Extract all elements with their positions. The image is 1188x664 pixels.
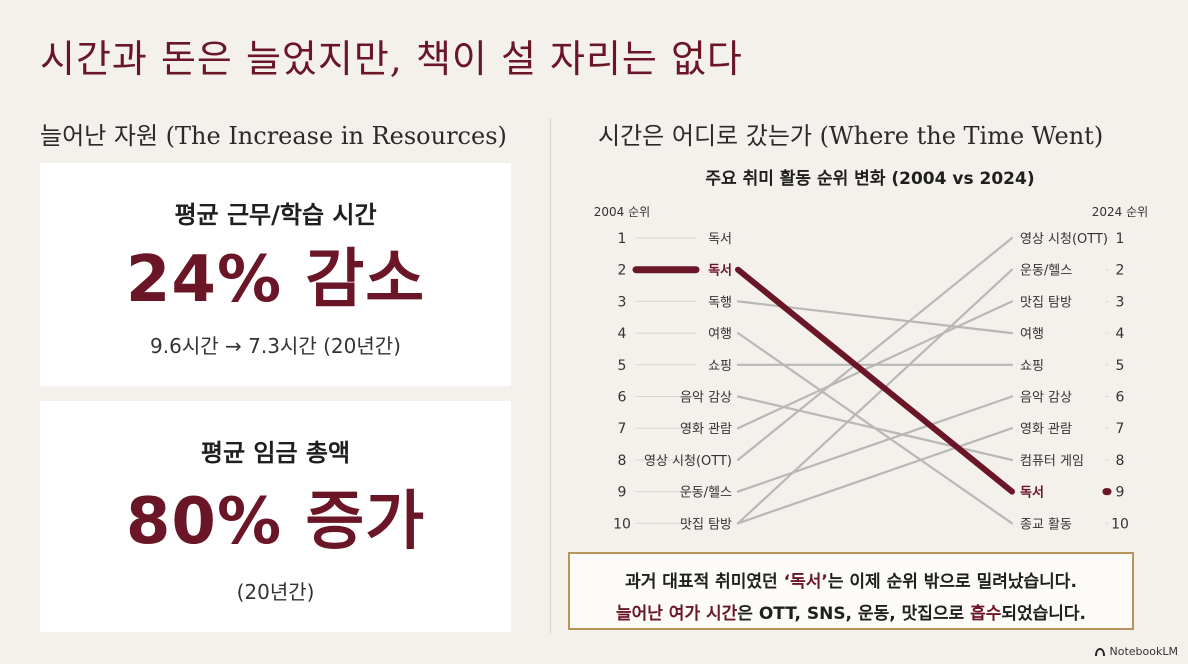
left-section-title: 늘어난 자원 (The Increase in Resources) <box>40 122 507 150</box>
right-axis-label: 2024 순위 <box>1092 205 1148 219</box>
wage-value: 80% 증가 <box>125 485 426 559</box>
right-rank-label: 맛집 탐방 <box>1020 295 1072 310</box>
right-rank-label: 영화 관람 <box>1020 422 1072 437</box>
highlight-rank-line <box>735 266 1015 495</box>
rank-line <box>736 395 1014 461</box>
rank-line <box>736 268 1014 525</box>
right-rank-label: 독서 <box>1020 486 1044 501</box>
right-rank-label: 음악 감상 <box>1020 391 1072 406</box>
note-line1-accent: ‘독서’ <box>783 572 828 592</box>
notebooklm-icon <box>1094 647 1105 656</box>
note-line-2: 늘어난 여가 시간은 OTT, SNS, 운동, 맛집으로 흡수되었습니다. <box>570 599 1132 624</box>
work-hours-label: 평균 근무/학습 시간 <box>174 201 377 229</box>
note-line2-accent1: 늘어난 여가 시간 <box>615 604 738 624</box>
right-rank-label: 컴퓨터 게임 <box>1020 454 1084 469</box>
left-rank-label: 독행 <box>708 294 732 310</box>
left-rank-number: 10 <box>613 516 631 532</box>
rank-line <box>736 236 1014 461</box>
left-rank-number: 7 <box>618 421 627 437</box>
left-rank-number: 1 <box>618 231 627 247</box>
right-rank-number: 10 <box>1111 516 1129 532</box>
note-line1-pre: 과거 대표적 취미였던 <box>625 572 784 592</box>
left-rank-number: 2 <box>618 263 627 279</box>
right-rank-label: 여행 <box>1020 326 1044 342</box>
rank-line <box>736 395 1014 493</box>
right-rank-label: 영상 시청(OTT) <box>1020 232 1108 247</box>
right-rank-number: 7 <box>1116 421 1125 437</box>
page-title: 시간과 돈은 늘었지만, 책이 설 자리는 없다 <box>40 37 743 81</box>
note-line-1: 과거 대표적 취미였던 ‘독서’는 이제 순위 밖으로 밀려났습니다. <box>570 567 1132 592</box>
left-axis-label: 2004 순위 <box>594 205 650 219</box>
note-line2-mid: 은 OTT, SNS, 운동, 맛집으로 <box>737 604 971 624</box>
left-rank-number: 9 <box>618 485 627 501</box>
left-rank-label: 영화 관람 <box>680 422 732 437</box>
right-rank-number: 1 <box>1116 231 1125 247</box>
summary-note: 과거 대표적 취미였던 ‘독서’는 이제 순위 밖으로 밀려났습니다. 늘어난 … <box>568 552 1134 630</box>
right-rank-number: 4 <box>1116 326 1125 342</box>
rank-line <box>736 427 1014 525</box>
right-rank-number: 3 <box>1116 294 1125 310</box>
left-rank-label: 음악 감상 <box>680 391 732 406</box>
right-rank-label: 운동/헬스 <box>1020 264 1072 279</box>
rank-chart-svg: 주요 취미 활동 순위 변화 (2004 vs 2024) 2004 순위 20… <box>594 168 1148 532</box>
wage-sub: (20년간) <box>236 580 315 604</box>
right-section-title: 시간은 어디로 갔는가 (Where the Time Went) <box>598 122 1104 150</box>
left-rank-label: 쇼핑 <box>708 359 732 374</box>
left-rank-label: 영상 시청(OTT) <box>644 454 732 469</box>
right-rank-label: 쇼핑 <box>1020 359 1044 374</box>
note-line2-post: 되었습니다. <box>1001 604 1087 624</box>
left-rank-number: 8 <box>618 453 627 469</box>
right-rank-number: 2 <box>1116 263 1125 279</box>
right-rank-label: 종교 활동 <box>1020 517 1072 532</box>
left-rank-label: 여행 <box>708 326 732 342</box>
rank-labels: 1 독서 영상 시청(OTT) 12 독서 운동/헬스 23 독행 맛집 탐방 34 여행 여행 45 쇼… <box>613 231 1129 532</box>
left-rank-label: 맛집 탐방 <box>680 517 732 532</box>
rank-line <box>736 300 1014 430</box>
rank-change-chart: 주요 취미 활동 순위 변화 (2004 vs 2024) 2004 순위 20… <box>560 160 1188 550</box>
left-rank-number: 4 <box>618 326 627 342</box>
work-hours-value: 24% 감소 <box>125 243 426 317</box>
left-rank-number: 3 <box>618 294 627 310</box>
note-line2-accent2: 흡수 <box>970 604 1002 624</box>
right-rank-number: 5 <box>1116 358 1125 374</box>
work-hours-sub: 9.6시간 → 7.3시간 (20년간) <box>150 334 401 358</box>
section-divider <box>550 118 551 633</box>
note-line1-post: 는 이제 순위 밖으로 밀려났습니다. <box>827 572 1077 592</box>
chart-title: 주요 취미 활동 순위 변화 (2004 vs 2024) <box>705 168 1034 189</box>
brand-mark: NotebookLM <box>1094 645 1178 658</box>
wage-card: 평균 임금 총액 80% 증가 (20년간) <box>40 401 511 632</box>
wage-label: 평균 임금 총액 <box>200 439 351 467</box>
right-rank-number: 8 <box>1116 453 1125 469</box>
work-hours-card: 평균 근무/학습 시간 24% 감소 9.6시간 → 7.3시간 (20년간) <box>40 163 511 386</box>
left-rank-number: 5 <box>618 358 627 374</box>
left-rank-label: 운동/헬스 <box>680 486 732 501</box>
right-rank-number: 9 <box>1116 485 1125 501</box>
left-rank-number: 6 <box>618 390 627 406</box>
brand-name: NotebookLM <box>1109 645 1178 658</box>
left-rank-label: 독서 <box>708 232 732 247</box>
left-rank-label: 독서 <box>708 264 732 279</box>
right-rank-number: 6 <box>1116 390 1125 406</box>
